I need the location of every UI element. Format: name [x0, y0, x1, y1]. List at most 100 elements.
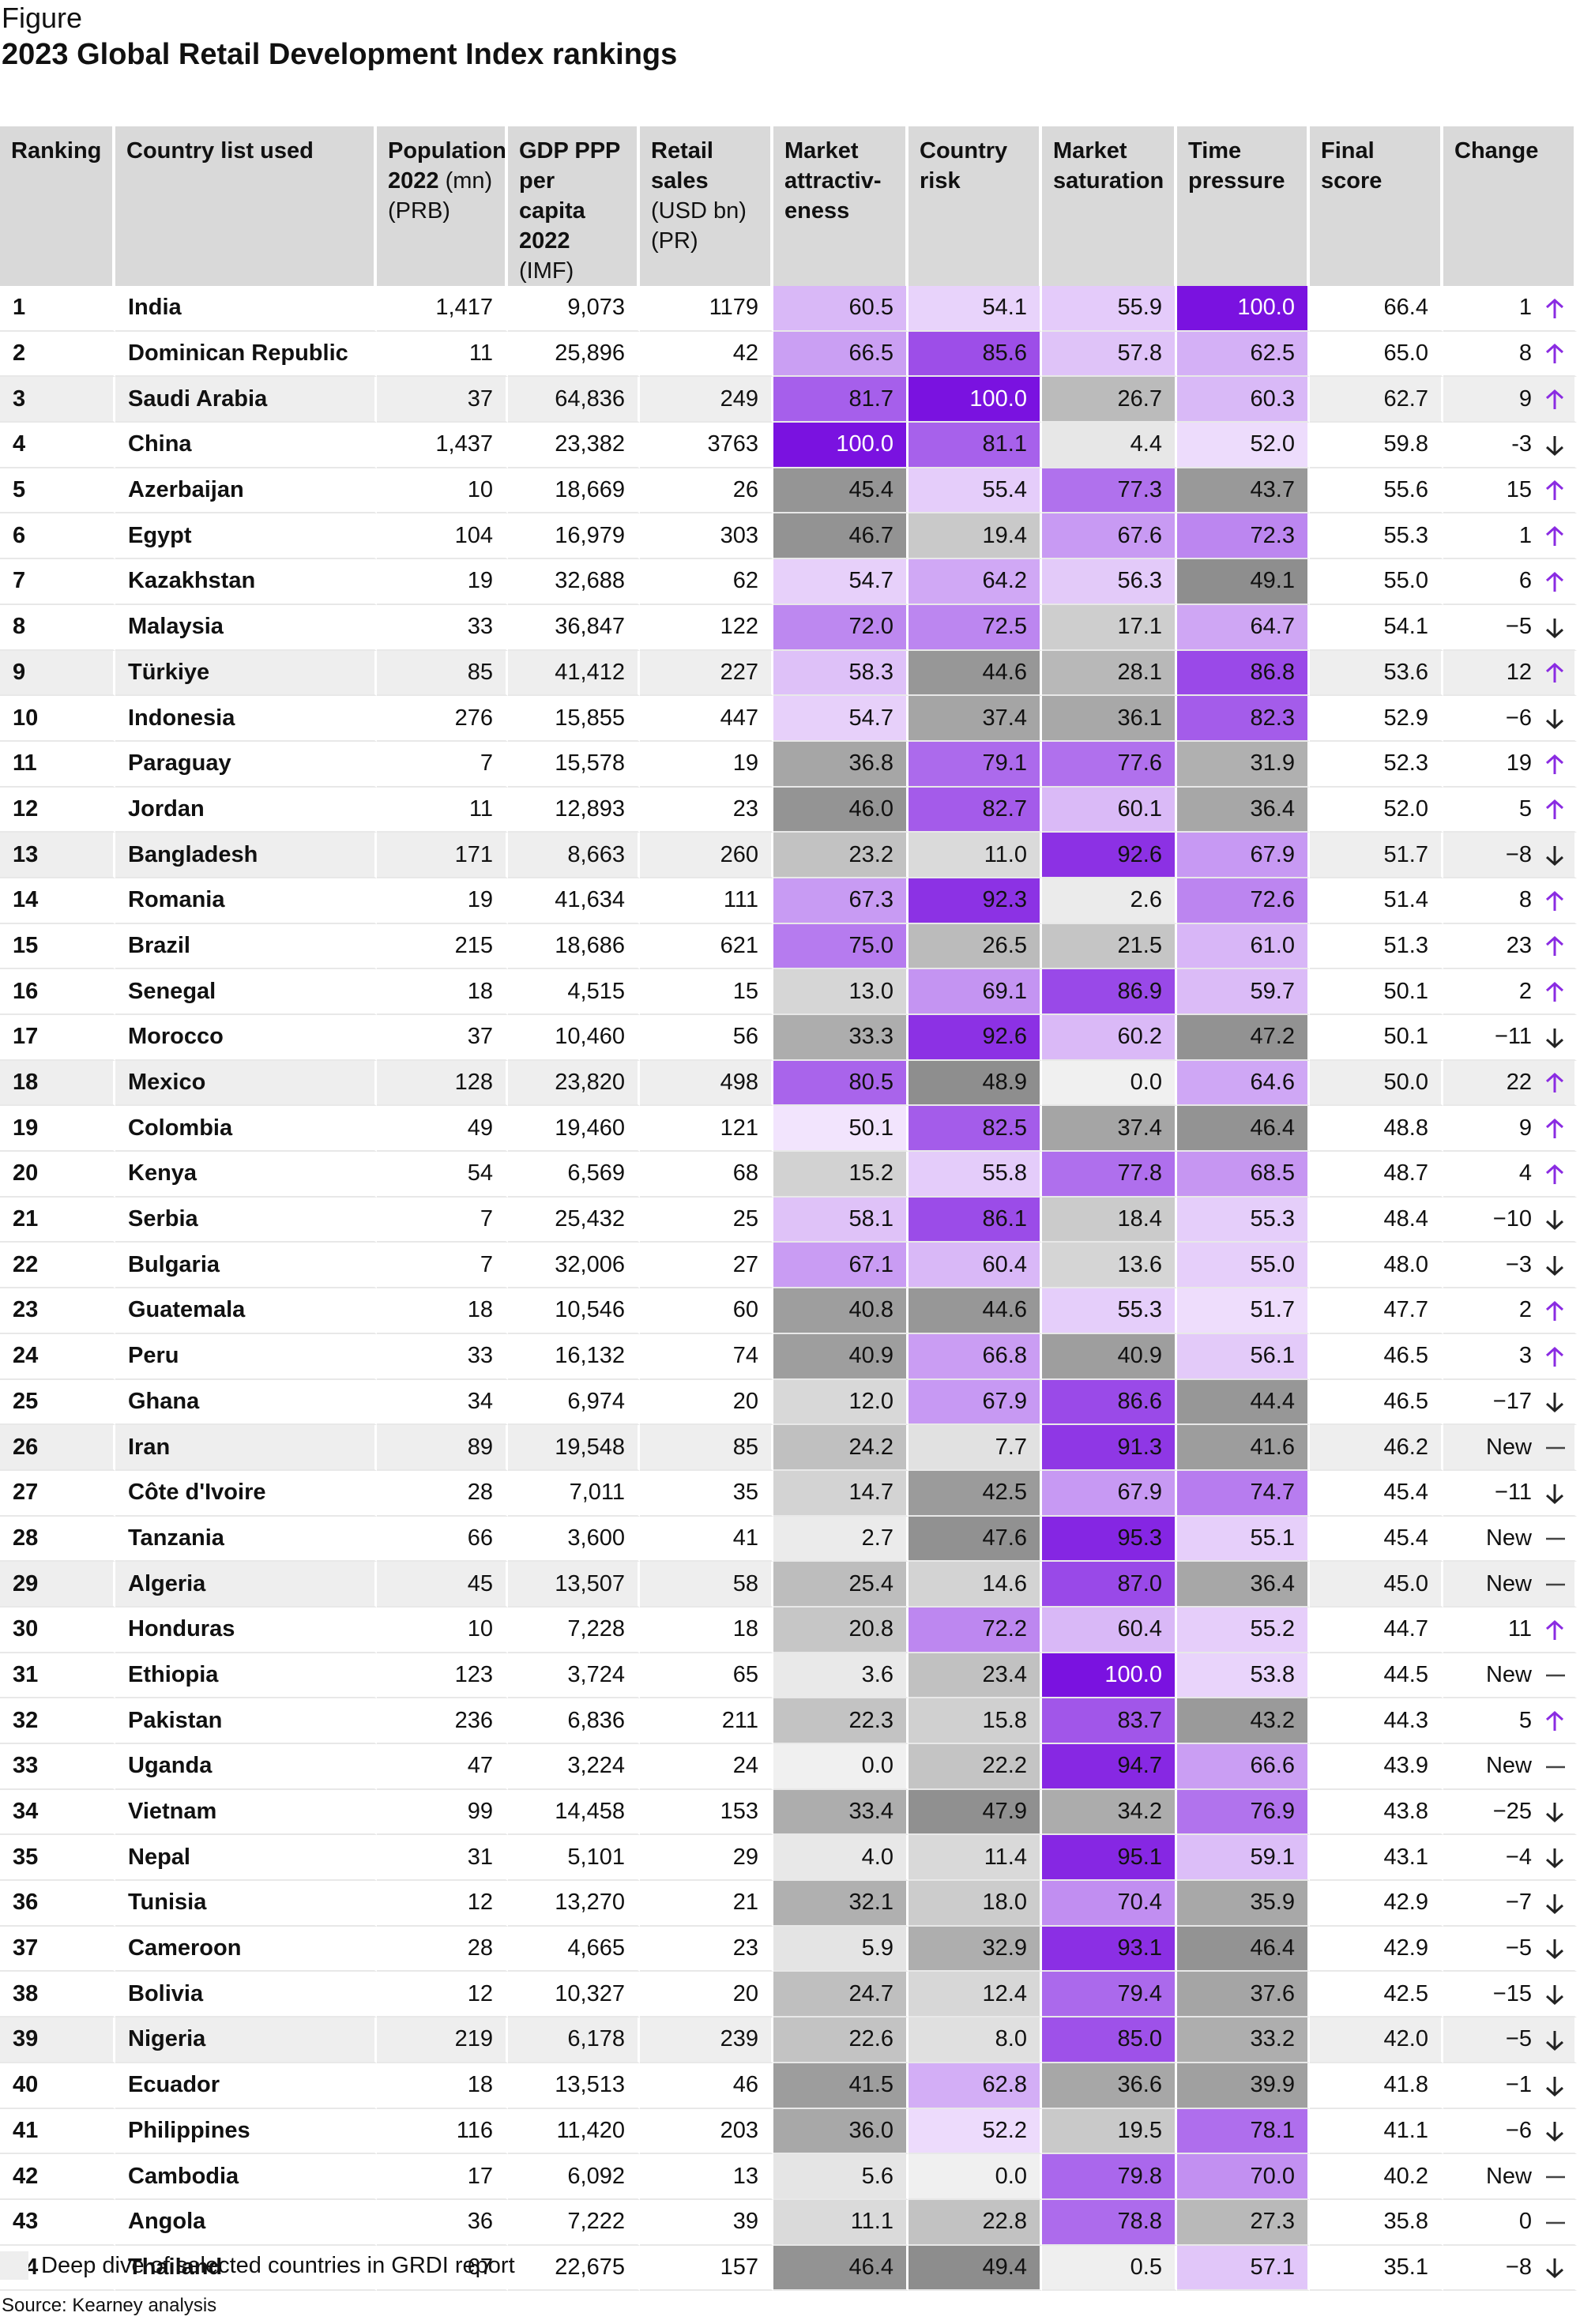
ranking-cell: 26 — [0, 1425, 115, 1471]
population-cell: 7 — [377, 1243, 508, 1289]
arrow-head — [1545, 1073, 1564, 1083]
retail-sales-cell: 260 — [640, 833, 773, 878]
retail-sales-cell: 153 — [640, 1789, 773, 1836]
time-pressure-cell: 55.0 — [1177, 1243, 1310, 1289]
market-saturation-cell: 18.4 — [1042, 1197, 1177, 1243]
country-cell: Cameroon — [115, 1926, 377, 1972]
gdp-cell: 7,011 — [508, 1470, 640, 1517]
retail-sales-cell: 23 — [640, 1926, 773, 1972]
country-cell: Colombia — [115, 1106, 377, 1153]
header-bold: Final score — [1321, 138, 1382, 194]
header-bold: Market attractiv-eness — [784, 138, 882, 224]
country-risk-cell: 55.8 — [908, 1152, 1042, 1198]
country-cell: Peru — [115, 1333, 377, 1380]
change-cell: −11 — [1443, 1470, 1577, 1517]
change-icon — [1546, 2221, 1565, 2224]
table-row: 17 Morocco 37 10,460 56 33.3 92.6 60.2 47.2 50.1 −… — [0, 1015, 1577, 1061]
change-value: New — [1485, 1525, 1532, 1551]
country-risk-cell: 85.6 — [908, 331, 1042, 378]
final-score-cell: 47.7 — [1310, 1288, 1443, 1334]
change-value: −11 — [1494, 1480, 1532, 1506]
time-pressure-cell: 74.7 — [1177, 1470, 1310, 1517]
market-saturation-cell: 55.9 — [1042, 286, 1177, 332]
population-cell: 7 — [377, 1197, 508, 1243]
market-saturation-cell: 36.6 — [1042, 2063, 1177, 2109]
ranking-cell: 7 — [0, 559, 115, 605]
ranking-cell: 33 — [0, 1744, 115, 1790]
ranking-cell: 20 — [0, 1152, 115, 1198]
arrow-head — [1545, 856, 1564, 866]
market-saturation-cell: 67.6 — [1042, 513, 1177, 560]
population-cell: 89 — [377, 1425, 508, 1471]
market-attractiveness-cell: 46.0 — [773, 787, 908, 833]
country-cell: Romania — [115, 878, 377, 924]
table-row: 11 Paraguay 7 15,578 19 36.8 79.1 77.6 31.9 52.3 1… — [0, 741, 1577, 788]
final-score-cell: 44.3 — [1310, 1698, 1443, 1744]
ranking-cell: 43 — [0, 2199, 115, 2246]
change-cell: −10 — [1443, 1197, 1577, 1243]
column-header: GDP PPP per capita 2022 (IMF) — [508, 126, 640, 286]
final-score-cell: 46.5 — [1310, 1333, 1443, 1380]
ranking-cell: 18 — [0, 1060, 115, 1107]
time-pressure-cell: 86.8 — [1177, 650, 1310, 697]
gdp-cell: 19,548 — [508, 1425, 640, 1471]
population-cell: 54 — [377, 1152, 508, 1198]
change-value: 11 — [1507, 1616, 1532, 1642]
country-risk-cell: 23.4 — [908, 1653, 1042, 1699]
market-attractiveness-cell: 80.5 — [773, 1060, 908, 1107]
change-icon — [1545, 845, 1564, 866]
market-attractiveness-cell: 46.4 — [773, 2245, 908, 2292]
arrow-head — [1545, 2086, 1564, 2096]
time-pressure-cell: 44.4 — [1177, 1379, 1310, 1426]
change-value: −25 — [1492, 1799, 1532, 1825]
retail-sales-cell: 121 — [640, 1106, 773, 1153]
change-value: 12 — [1506, 659, 1532, 685]
gdp-cell: 13,507 — [508, 1562, 640, 1608]
change-icon — [1545, 1893, 1564, 1914]
change-icon — [1545, 571, 1564, 592]
change-cell: −5 — [1443, 2018, 1577, 2063]
arrow-head — [1545, 1164, 1564, 1174]
change-value: 5 — [1518, 1707, 1532, 1733]
country-cell: Ghana — [115, 1379, 377, 1426]
arrow-head — [1545, 1266, 1564, 1277]
country-risk-cell: 100.0 — [908, 377, 1042, 423]
market-attractiveness-cell: 75.0 — [773, 923, 908, 970]
market-attractiveness-cell: 24.7 — [773, 1972, 908, 2018]
retail-sales-cell: 42 — [640, 331, 773, 378]
country-cell: Ethiopia — [115, 1653, 377, 1699]
ranking-cell: 21 — [0, 1197, 115, 1243]
change-value: 9 — [1518, 385, 1532, 412]
table-row: 29 Algeria 45 13,507 58 25.4 14.6 87.0 36.4 45.0 N… — [0, 1562, 1577, 1608]
change-value: 22 — [1506, 1070, 1532, 1096]
country-cell: Jordan — [115, 787, 377, 833]
ranking-cell: 37 — [0, 1926, 115, 1972]
gdp-cell: 13,513 — [508, 2063, 640, 2109]
market-saturation-cell: 0.0 — [1042, 1060, 1177, 1107]
change-icon — [1545, 1210, 1564, 1231]
arrow-head — [1545, 1995, 1564, 2006]
final-score-cell: 42.0 — [1310, 2018, 1443, 2063]
change-value: 8 — [1518, 887, 1532, 913]
final-score-cell: 45.0 — [1310, 1562, 1443, 1608]
arrow-head — [1545, 754, 1564, 764]
change-value: −6 — [1505, 705, 1532, 731]
time-pressure-cell: 78.1 — [1177, 2108, 1310, 2155]
market-attractiveness-cell: 32.1 — [773, 1881, 908, 1927]
time-pressure-cell: 47.2 — [1177, 1015, 1310, 1061]
retail-sales-cell: 35 — [640, 1470, 773, 1517]
gdp-cell: 18,669 — [508, 468, 640, 514]
arrow-head — [1545, 663, 1564, 673]
final-score-cell: 43.9 — [1310, 1744, 1443, 1790]
market-saturation-cell: 77.8 — [1042, 1152, 1177, 1198]
change-icon — [1545, 1256, 1564, 1277]
table-row: 9 Türkiye 85 41,412 227 58.3 44.6 28.1 86.8 53.6 1… — [0, 650, 1577, 697]
change-value: 1 — [1518, 522, 1532, 548]
change-value: 2 — [1518, 1297, 1532, 1323]
time-pressure-cell: 33.2 — [1177, 2018, 1310, 2063]
country-risk-cell: 81.1 — [908, 423, 1042, 468]
country-risk-cell: 82.5 — [908, 1106, 1042, 1153]
country-risk-cell: 54.1 — [908, 286, 1042, 332]
final-score-cell: 65.0 — [1310, 331, 1443, 378]
country-cell: Iran — [115, 1425, 377, 1471]
